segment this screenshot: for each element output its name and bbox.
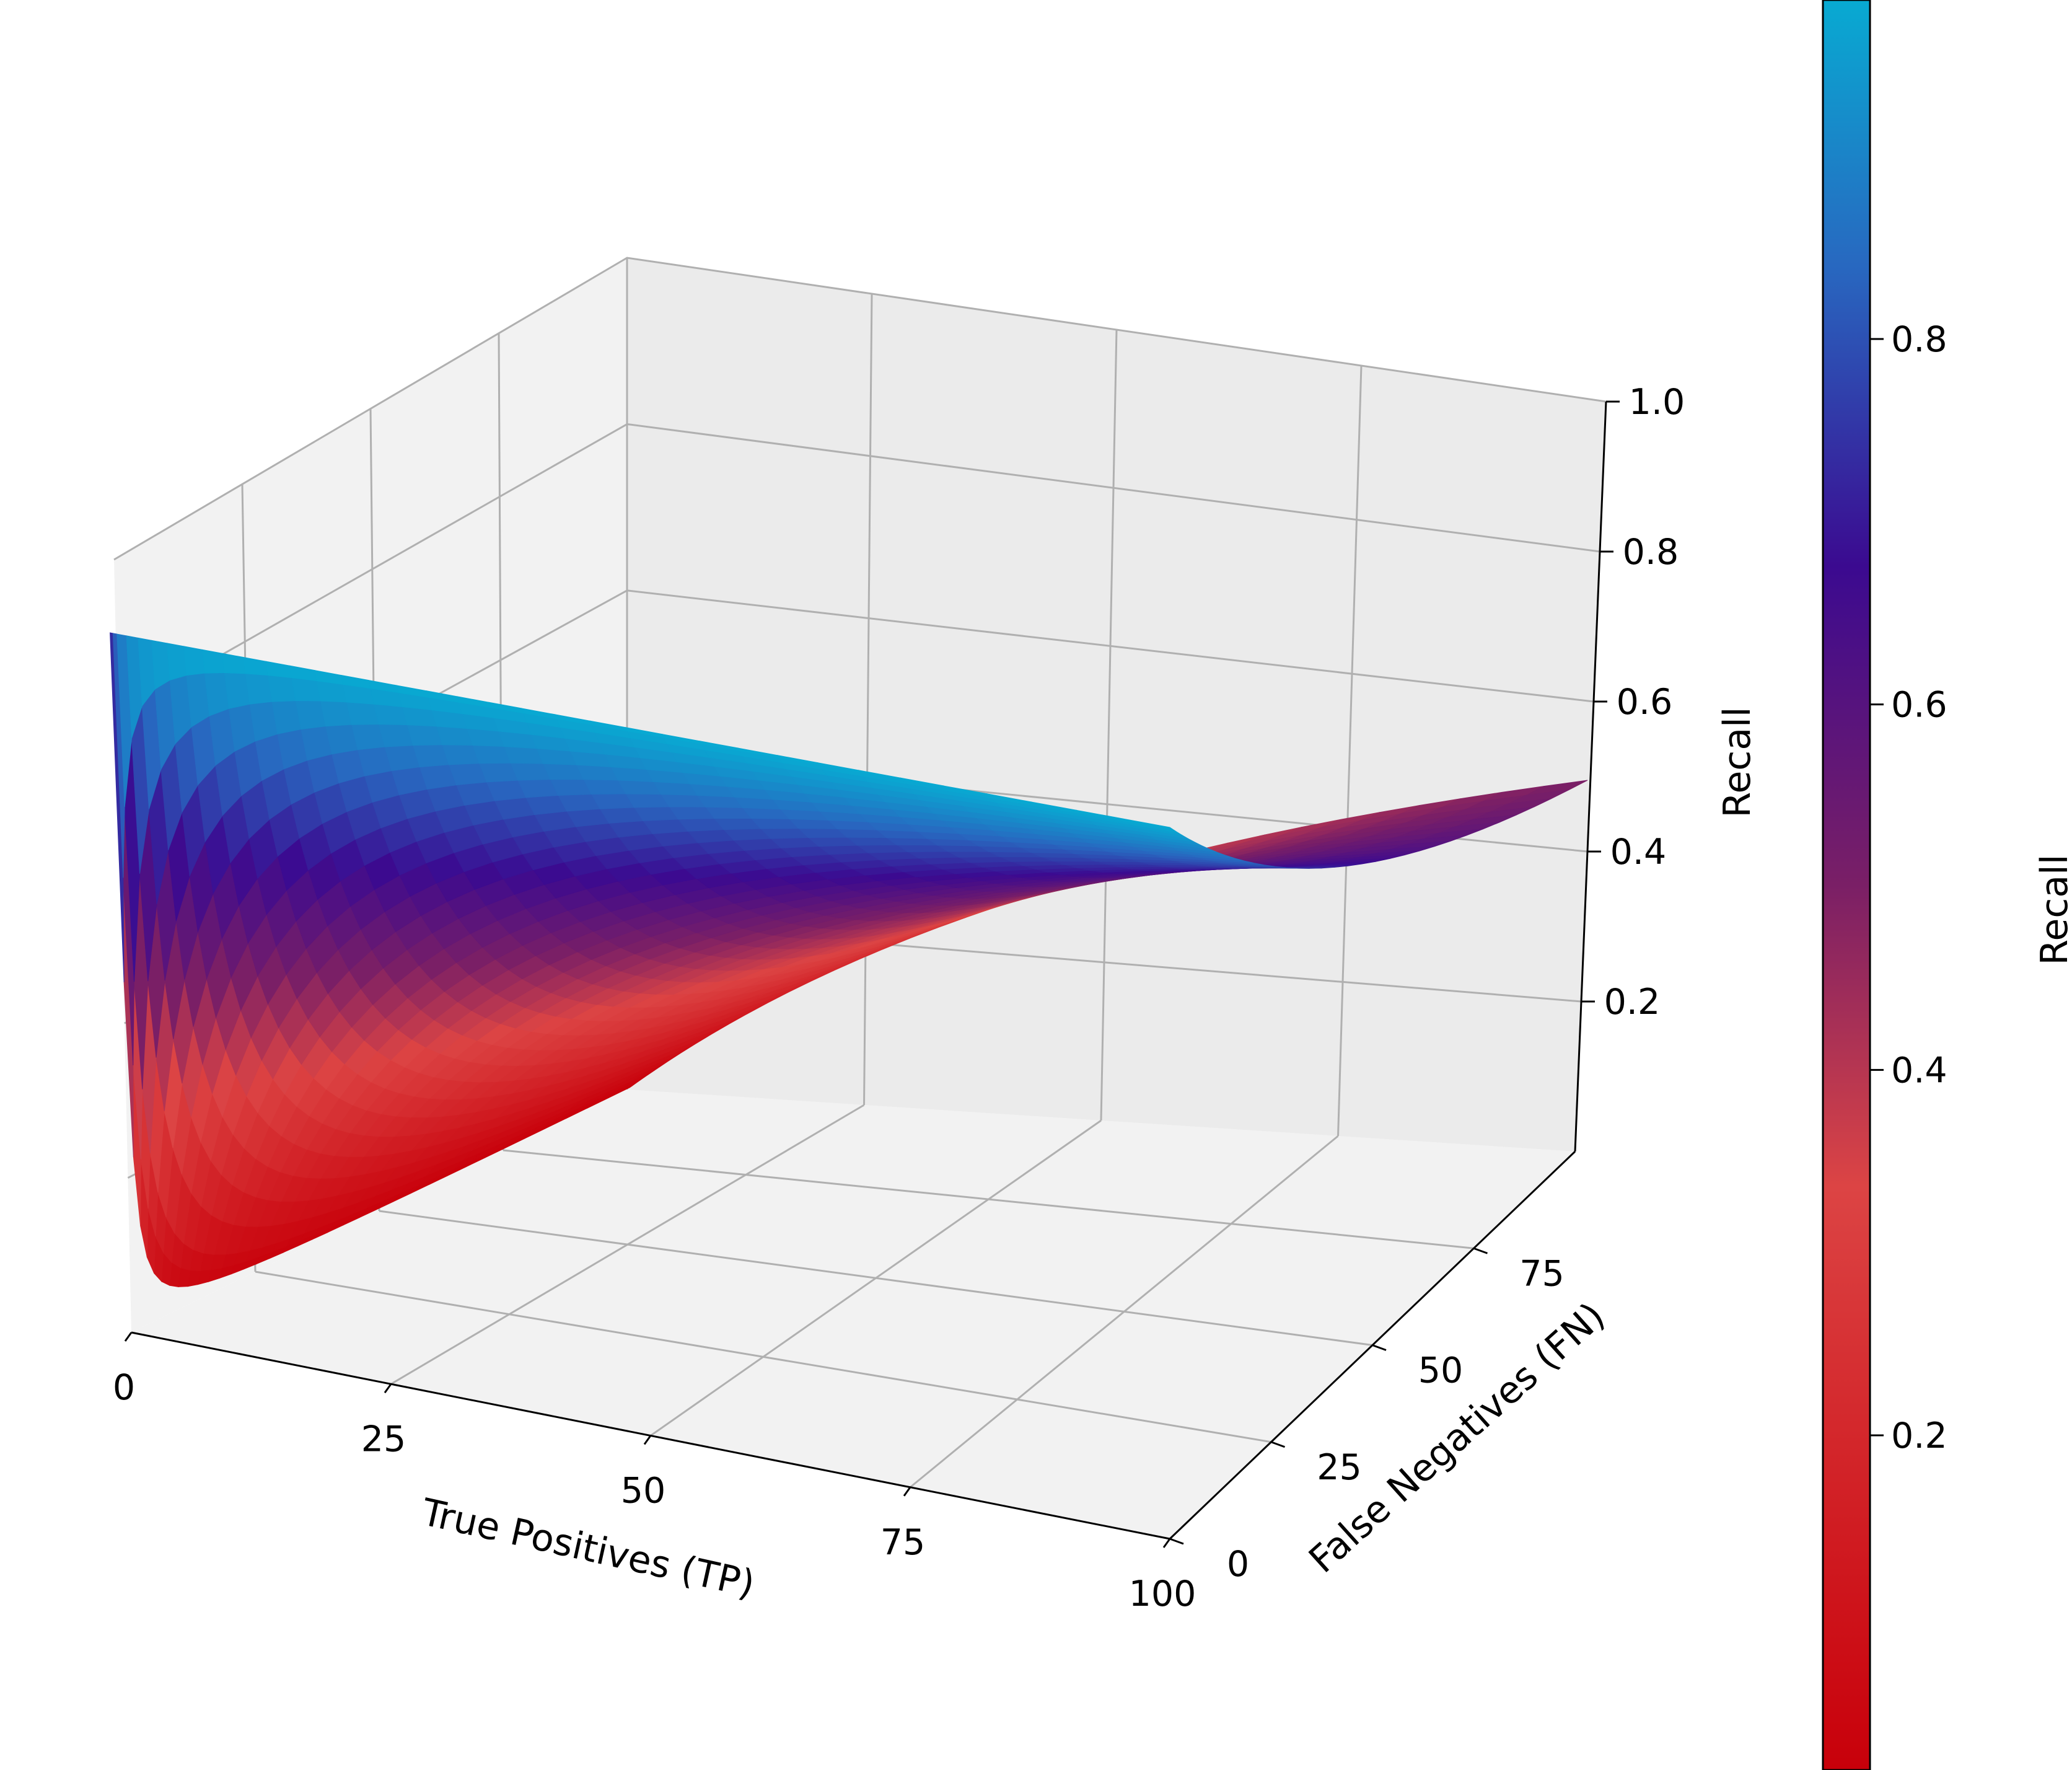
surface-patch	[202, 649, 225, 674]
surface-patch	[1123, 818, 1172, 829]
wall-gridline	[1100, 329, 1118, 1121]
z-axis-ticks: 0.2 0.4 0.6 0.8 1.0	[1581, 382, 1685, 1023]
x-tick-label: 100	[1129, 1574, 1196, 1614]
y-axis-ticks: 0 25 50 75	[1169, 1247, 1565, 1585]
colorbar-tick-label: 0.4	[1891, 1050, 1947, 1091]
x-axis-ticks: 0 25 50 75 100	[113, 1332, 1196, 1614]
x-tick-mark	[1162, 1538, 1171, 1548]
floor-gridline	[910, 1135, 1339, 1488]
y-tick-mark	[1473, 1247, 1488, 1254]
x-tick-mark	[903, 1486, 911, 1497]
y-tick-label: 50	[1418, 1350, 1464, 1391]
surface-patch	[268, 675, 296, 702]
surface-patch	[183, 646, 206, 676]
surface-patch	[291, 677, 322, 702]
colorbar-label: Recall	[2033, 854, 2072, 965]
z-tick-label: 0.2	[1604, 982, 1661, 1023]
y-tick-mark	[1372, 1344, 1387, 1351]
z-tick-label: 0.4	[1610, 832, 1667, 873]
x-tick-mark	[124, 1332, 133, 1342]
surface-patch	[167, 643, 187, 680]
back-pane	[627, 258, 1606, 1151]
x-tick-label: 0	[113, 1367, 135, 1408]
x-tick-label: 50	[621, 1471, 666, 1512]
z-tick-label: 1.0	[1629, 382, 1685, 423]
y-tick-label: 75	[1519, 1253, 1565, 1294]
y-tick-label: 25	[1317, 1447, 1362, 1488]
floor-gridline	[503, 1149, 1474, 1249]
y-tick-mark	[1270, 1441, 1286, 1448]
floor-gridline	[379, 1210, 1373, 1346]
z-tick-label: 0.6	[1617, 682, 1673, 723]
floor-pane	[131, 1090, 1575, 1539]
x-axis-label: True Positives (TP)	[417, 1490, 758, 1606]
colorbar-tick-label: 0.8	[1891, 319, 1947, 360]
y-tick-mark	[1169, 1538, 1184, 1545]
surface-patch	[245, 673, 273, 705]
z-axis-line	[1574, 401, 1607, 1152]
z-axis-label: Recall	[1716, 707, 1759, 817]
colorbar	[1822, 0, 1871, 1770]
recall-surface	[110, 632, 1588, 1287]
x-tick-label: 75	[880, 1522, 926, 1563]
x-tick-label: 25	[361, 1419, 406, 1460]
x-tick-mark	[384, 1383, 392, 1394]
wall-gridline	[1337, 365, 1363, 1137]
x-tick-mark	[643, 1435, 652, 1445]
wall-gridline	[863, 293, 873, 1106]
colorbar-tick-label: 0.6	[1891, 685, 1947, 726]
z-tick-label: 0.8	[1623, 532, 1679, 573]
colorbar-tick-label: 0.2	[1891, 1416, 1947, 1456]
y-tick-label: 0	[1227, 1544, 1249, 1585]
colorbar-ticks: 0.2 0.4 0.6 0.8	[1870, 319, 1947, 1456]
